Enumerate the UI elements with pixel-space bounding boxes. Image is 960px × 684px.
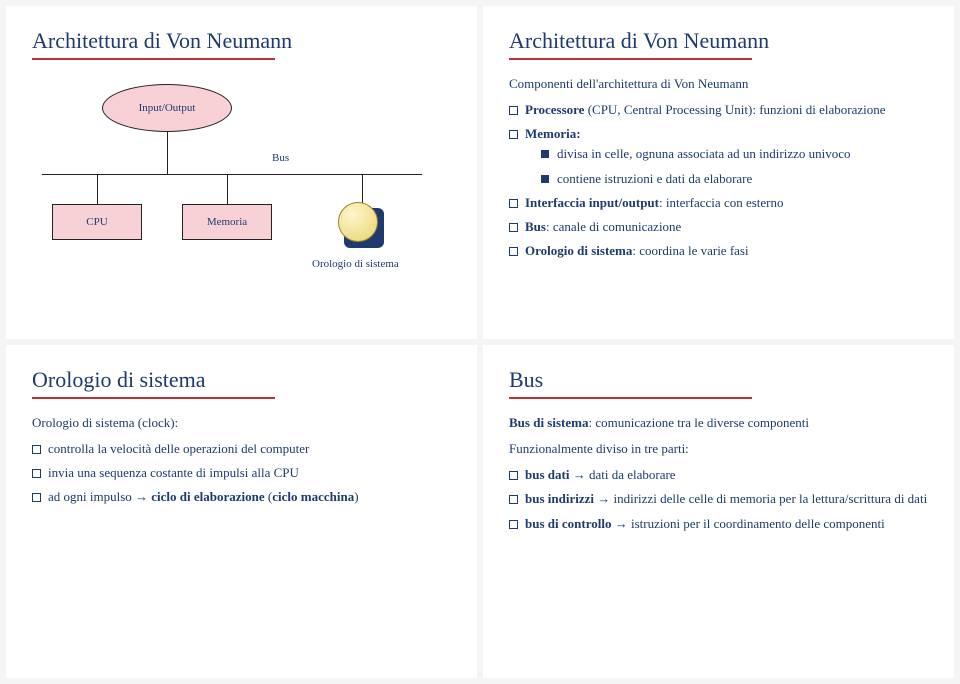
slide4-list: bus dati → dati da elaborare bus indiriz… xyxy=(509,465,928,533)
memoria-box: Memoria xyxy=(182,204,272,240)
io-box: Input/Output xyxy=(102,84,232,132)
clock-b1: controlla la velocità delle operazioni d… xyxy=(32,439,451,459)
clock-b2: invia una sequenza costante di impulsi a… xyxy=(32,463,451,483)
connector-cpu xyxy=(97,174,98,204)
slide-orologio: Orologio di sistema Orologio di sistema … xyxy=(6,345,477,678)
connector-io xyxy=(167,132,168,174)
bus-heading1: Bus di sistema: comunicazione tra le div… xyxy=(509,413,928,433)
clock-icon xyxy=(338,202,386,250)
bullet-bus: Bus: canale di comunicazione xyxy=(509,217,928,237)
slide3-list: controlla la velocità delle operazioni d… xyxy=(32,439,451,507)
cpu-box: CPU xyxy=(52,204,142,240)
slide2-title: Architettura di Von Neumann xyxy=(509,28,928,54)
slide2-list: Processore (CPU, Central Processing Unit… xyxy=(509,100,928,261)
sub-celle: divisa in celle, ognuna associata ad un … xyxy=(541,144,928,164)
sub-istruzioni: contiene istruzioni e dati da elaborare xyxy=(541,169,928,189)
slide-architecture-diagram: Architettura di Von Neumann Input/Output… xyxy=(6,6,477,339)
slide-architecture-components: Architettura di Von Neumann Componenti d… xyxy=(483,6,954,339)
clock-label: Orologio di sistema xyxy=(312,258,399,270)
title-rule xyxy=(32,397,275,399)
memoria-sublist: divisa in celle, ognuna associata ad un … xyxy=(541,144,928,188)
connector-mem xyxy=(227,174,228,204)
bus-indirizzi: bus indirizzi → indirizzi delle celle di… xyxy=(509,489,928,509)
title-rule xyxy=(32,58,275,60)
slide2-heading: Componenti dell'architettura di Von Neum… xyxy=(509,74,928,94)
slide1-title: Architettura di Von Neumann xyxy=(32,28,451,54)
title-rule xyxy=(509,58,752,60)
bullet-processore: Processore (CPU, Central Processing Unit… xyxy=(509,100,928,120)
title-rule xyxy=(509,397,752,399)
connector-clock xyxy=(362,174,363,204)
slide3-title: Orologio di sistema xyxy=(32,367,451,393)
bullet-memoria: Memoria: divisa in celle, ognuna associa… xyxy=(509,124,928,188)
clock-b3: ad ogni impulso → ciclo di elaborazione … xyxy=(32,487,451,507)
bus-dati: bus dati → dati da elaborare xyxy=(509,465,928,485)
bus-controllo: bus di controllo → istruzioni per il coo… xyxy=(509,514,928,534)
bullet-orologio: Orologio di sistema: coordina le varie f… xyxy=(509,241,928,261)
slide-bus: Bus Bus di sistema: comunicazione tra le… xyxy=(483,345,954,678)
bus-line xyxy=(42,174,422,175)
slide4-title: Bus xyxy=(509,367,928,393)
slide3-heading: Orologio di sistema (clock): xyxy=(32,413,451,433)
bus-heading2: Funzionalmente diviso in tre parti: xyxy=(509,439,928,459)
bus-label: Bus xyxy=(272,152,289,164)
von-neumann-diagram: Input/Output Bus CPU Memoria Orologio di… xyxy=(32,74,451,314)
bullet-interfaccia: Interfaccia input/output: interfaccia co… xyxy=(509,193,928,213)
